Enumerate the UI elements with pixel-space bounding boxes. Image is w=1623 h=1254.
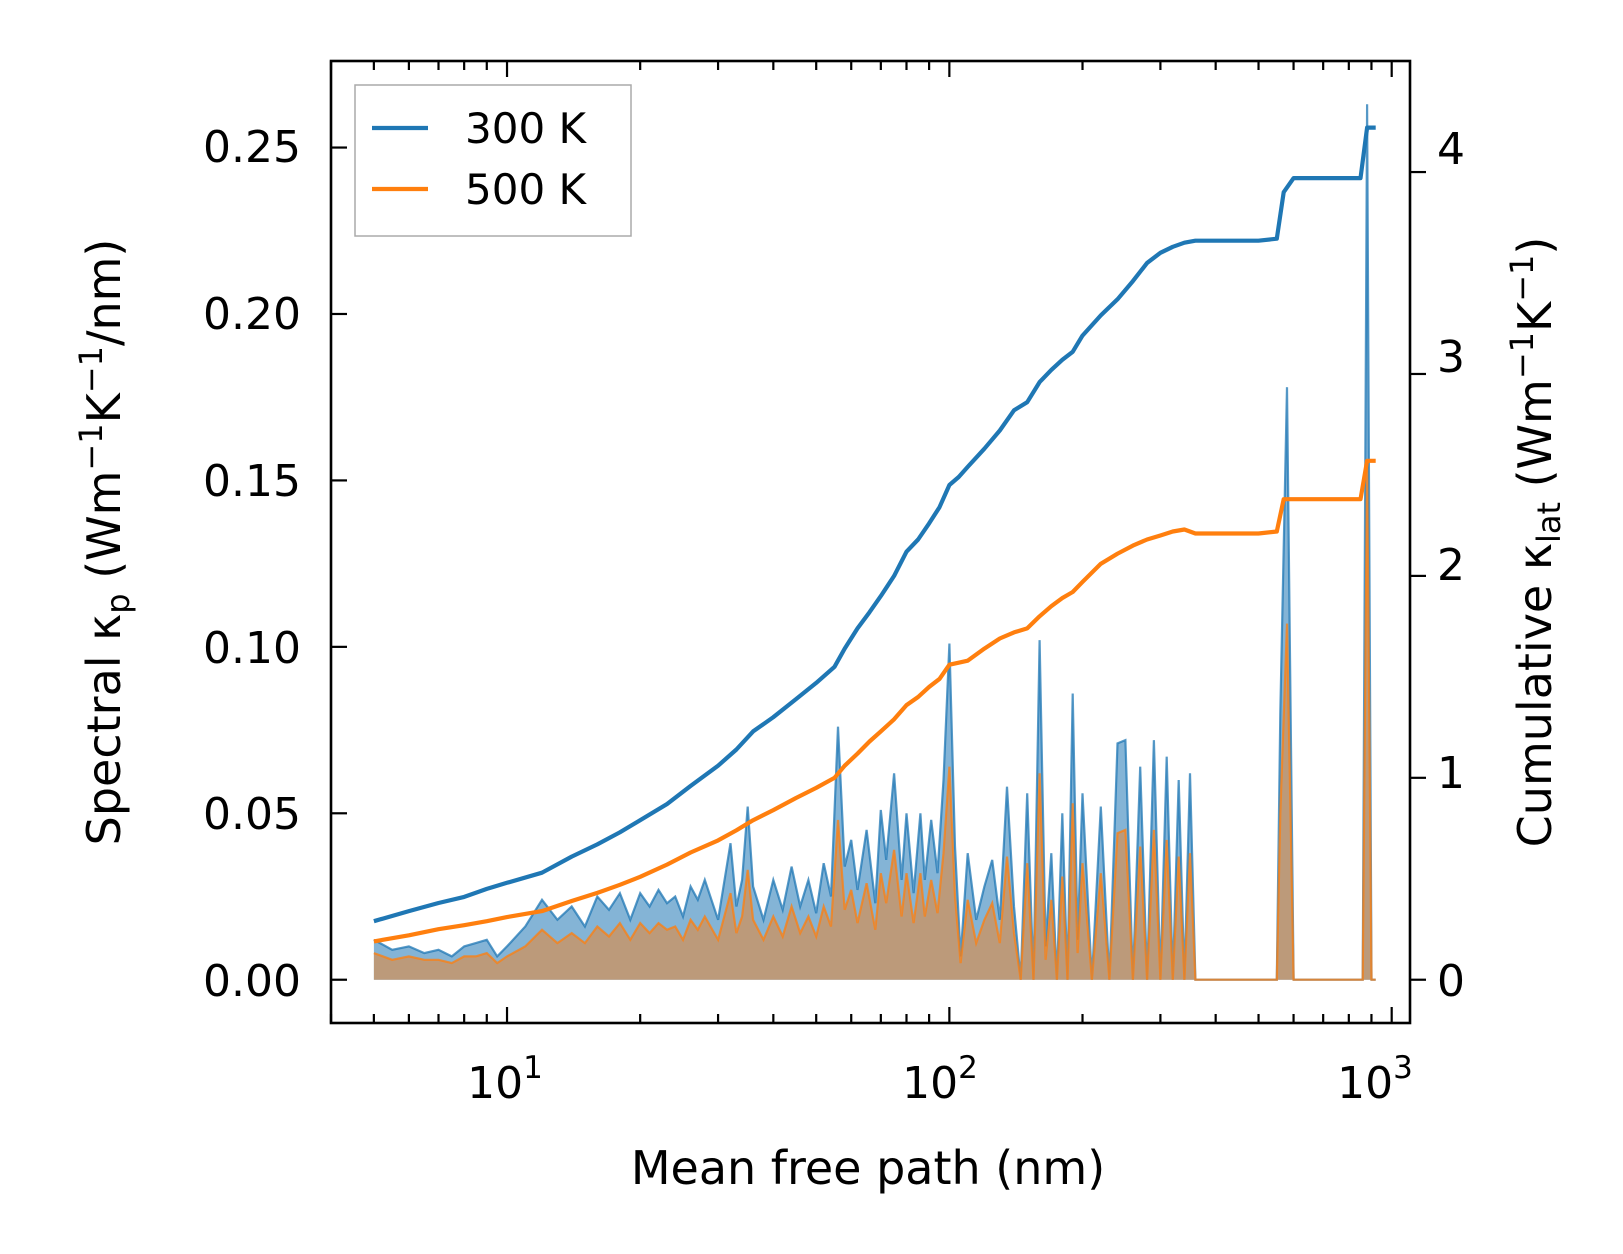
y-right-axis-label: Cumulative κlat (Wm−1K−1) — [1503, 237, 1568, 848]
plot-area — [373, 104, 1376, 981]
y-left-axis-label: Spectral κp (Wm−1K−1/nm) — [72, 239, 137, 846]
x-tick-label: 101 — [467, 1050, 543, 1109]
y-right-tick-label: 1 — [1437, 748, 1465, 799]
cumulative-line-500k — [373, 458, 1376, 944]
y-left-tick-labels: 0.00 0.05 0.10 0.15 0.20 0.25 — [203, 122, 301, 1007]
y-left-tick-label: 0.15 — [203, 456, 301, 507]
cumulative-line-300k — [373, 125, 1376, 924]
spectral-line-500k — [373, 463, 1376, 981]
legend-box — [354, 84, 632, 237]
x-tick-labels: 101 102 103 — [467, 1050, 1413, 1109]
y-right-tick-label: 4 — [1437, 124, 1465, 175]
legend-label-300k: 300 K — [465, 104, 588, 153]
y-right-tick-label: 2 — [1437, 540, 1465, 591]
y-left-tick-label: 0.10 — [203, 623, 301, 674]
y-left-tick-label: 0.05 — [203, 789, 301, 840]
x-tick-label: 102 — [902, 1050, 978, 1109]
y-right-tick-labels: 0 1 2 3 4 — [1437, 124, 1465, 1007]
y-left-tick-label: 0.25 — [203, 122, 301, 173]
legend: 300 K 500 K — [354, 84, 632, 237]
y-left-tick-label: 0.00 — [203, 956, 301, 1007]
y-left-tick-label: 0.20 — [203, 289, 301, 340]
plot-frame — [329, 59, 1412, 1025]
spectral-area-500k — [373, 463, 1376, 980]
legend-label-500k: 500 K — [465, 165, 588, 214]
y-right-tick-label: 3 — [1437, 332, 1465, 383]
y-right-tick-label: 0 — [1437, 956, 1465, 1007]
x-tick-label: 103 — [1337, 1050, 1413, 1109]
x-axis-label: Mean free path (nm) — [631, 1141, 1105, 1195]
